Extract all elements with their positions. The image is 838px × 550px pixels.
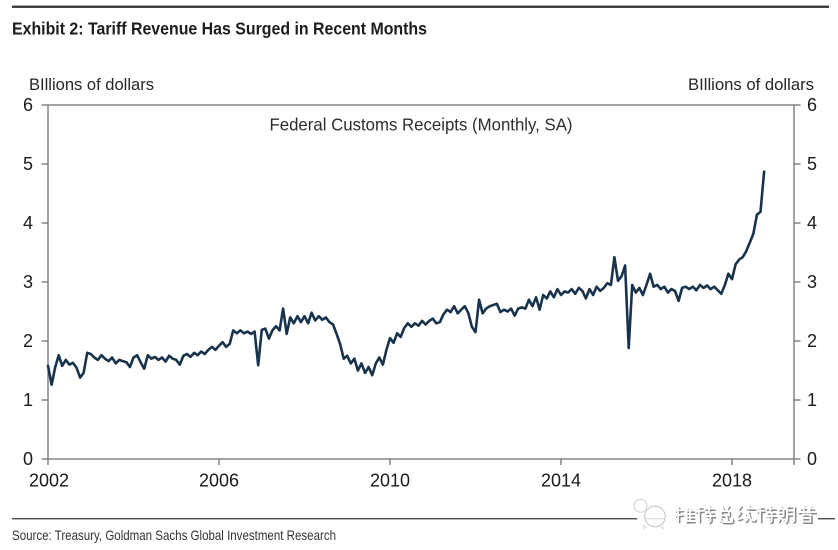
svg-text:Federal Customs Receipts (Mont: Federal Customs Receipts (Monthly, SA) — [270, 115, 573, 135]
svg-text:6: 6 — [23, 95, 33, 115]
svg-text:2006: 2006 — [199, 471, 239, 491]
svg-text:Exhibit 2: Tariff Revenue Has: Exhibit 2: Tariff Revenue Has Surged in … — [12, 19, 427, 39]
svg-text:5: 5 — [23, 154, 33, 174]
svg-text:4: 4 — [807, 213, 817, 233]
svg-text:Source: Treasury, Goldman Sach: Source: Treasury, Goldman Sachs Global I… — [12, 528, 336, 543]
svg-text:1: 1 — [23, 390, 33, 410]
svg-text:1: 1 — [807, 390, 817, 410]
svg-text:2010: 2010 — [370, 471, 410, 491]
svg-text:5: 5 — [807, 154, 817, 174]
svg-text:2002: 2002 — [29, 471, 69, 491]
svg-text:2: 2 — [807, 331, 817, 351]
svg-text:2: 2 — [23, 331, 33, 351]
svg-text:3: 3 — [807, 272, 817, 292]
svg-text:6: 6 — [807, 95, 817, 115]
svg-text:0: 0 — [807, 449, 817, 469]
svg-text:BIllions of dollars: BIllions of dollars — [29, 75, 154, 94]
svg-text:BIllions of dollars: BIllions of dollars — [688, 75, 814, 94]
svg-text:2018: 2018 — [712, 471, 752, 491]
svg-text:4: 4 — [23, 213, 33, 233]
svg-text:0: 0 — [23, 449, 33, 469]
svg-text:2014: 2014 — [541, 471, 581, 491]
svg-text:3: 3 — [23, 272, 33, 292]
